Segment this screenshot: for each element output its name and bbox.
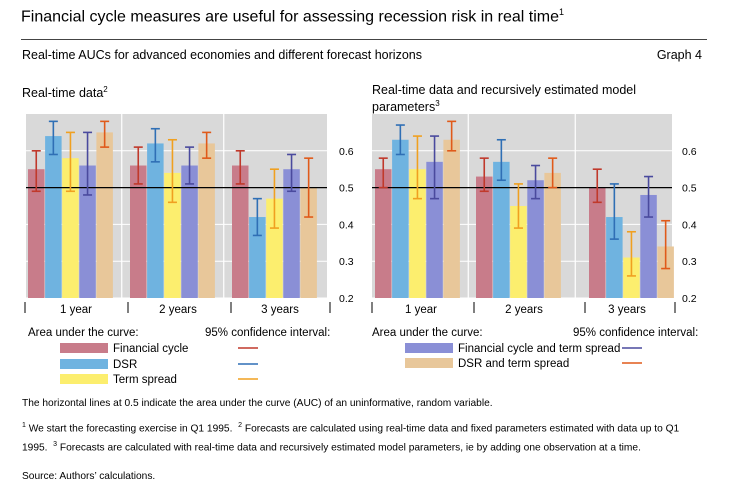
bar-term-spread-1-year	[409, 169, 426, 298]
footnote-3: Forecasts are calculated with real-time …	[59, 442, 641, 454]
bar-financial-cycle-and-term-spread-2-years	[181, 165, 198, 298]
bar-dsr-3-years	[606, 217, 623, 298]
footnote-2: Forecasts are calculated using real-time…	[22, 423, 680, 454]
bar-financial-cycle-and-term-spread-1-year	[79, 165, 96, 298]
source-note: Source: Authors’ calculations.	[22, 471, 156, 482]
left-panel-title: Real-time data2	[22, 83, 108, 100]
graph-title-footnote-mark: 1	[559, 7, 565, 17]
y-tick-label: 0.6	[682, 146, 697, 158]
bar-dsr-and-term-spread-2-years	[198, 143, 215, 298]
graph-title-text: Financial cycle measures are useful for …	[21, 8, 559, 26]
y-tick-label: 0.6	[339, 146, 354, 158]
y-tick-label: 0.4	[682, 219, 697, 231]
graph-number: Graph 4	[656, 48, 702, 62]
bar-dsr-2-years	[147, 143, 164, 298]
footnotes: 1 We start the forecasting exercise in Q…	[22, 418, 712, 457]
bar-dsr-and-term-spread-1-year	[443, 139, 460, 298]
legend-label-dsr-and-term-spread: DSR and term spread	[458, 358, 569, 370]
x-tick-label: 1 year	[60, 304, 92, 316]
bar-dsr-2-years	[493, 161, 510, 298]
y-tick-label: 0.4	[339, 219, 354, 231]
y-tick-label: 0.3	[339, 256, 354, 268]
y-tick-label: 0.2	[339, 293, 354, 305]
footnote-1: We start the forecasting exercise in Q1 …	[28, 423, 233, 435]
bar-financial-cycle-2-years	[476, 176, 493, 298]
bar-financial-cycle-and-term-spread-2-years	[527, 180, 544, 298]
left-panel-title-text: Real-time data	[22, 86, 104, 101]
legend-label-dsr: DSR	[113, 359, 137, 371]
right-panel-title-note: 3	[435, 99, 440, 108]
y-tick-label: 0.3	[682, 256, 697, 268]
y-tick-label: 0.5	[339, 183, 354, 195]
legend-swatch-dsr	[60, 359, 108, 369]
bar-financial-cycle-and-term-spread-3-years	[283, 169, 300, 298]
bar-dsr-and-term-spread-3-years	[657, 246, 674, 298]
x-tick-label: 1 year	[405, 304, 437, 316]
bar-financial-cycle-3-years	[589, 187, 606, 298]
right-panel-title-text: Real-time data and recursively estimated…	[372, 83, 637, 115]
bar-financial-cycle-2-years	[130, 165, 147, 298]
bar-dsr-1-year	[392, 139, 409, 298]
bar-dsr-and-term-spread-2-years	[544, 172, 561, 298]
right-legend-ci-label: 95% confidence interval:	[573, 327, 699, 339]
bar-dsr-and-term-spread-1-year	[96, 132, 113, 298]
left-legend-auc-label: Area under the curve:	[28, 327, 139, 339]
legend-label-term-spread: Term spread	[113, 374, 177, 386]
legend-swatch-term-spread	[60, 374, 108, 384]
legend-label-financial-cycle-and-term-spread: Financial cycle and term spread	[458, 343, 620, 355]
right-panel-title: Real-time data and recursively estimated…	[372, 83, 672, 114]
legend-swatch-financial-cycle	[60, 343, 108, 353]
graph-subtitle: Real-time AUCs for advanced economies an…	[22, 48, 422, 62]
y-tick-label: 0.2	[682, 293, 697, 305]
left-legend-ci-label: 95% confidence interval:	[205, 327, 331, 339]
footnote-3-mark: 3	[53, 441, 58, 449]
bar-term-spread-3-years	[266, 198, 283, 298]
bar-term-spread-2-years	[164, 172, 181, 298]
footnote-2-mark: 2	[238, 422, 242, 429]
x-tick-label: 3 years	[261, 304, 299, 316]
bar-dsr-1-year	[45, 136, 62, 298]
right-legend-auc-label: Area under the curve:	[372, 327, 483, 339]
bar-financial-cycle-and-term-spread-1-year	[426, 161, 443, 298]
x-tick-label: 3 years	[608, 304, 646, 316]
horizontal-line-note: The horizontal lines at 0.5 indicate the…	[22, 398, 493, 409]
graph-title: Financial cycle measures are useful for …	[21, 7, 564, 26]
bar-term-spread-1-year	[62, 158, 79, 298]
footnote-1-mark: 1	[22, 422, 26, 429]
bar-term-spread-2-years	[510, 206, 527, 298]
legend-label-financial-cycle: Financial cycle	[113, 343, 188, 355]
title-rule	[21, 39, 707, 40]
y-tick-label: 0.5	[682, 183, 697, 195]
bar-dsr-3-years	[249, 217, 266, 298]
legend-swatch-financial-cycle-and-term-spread	[405, 343, 453, 353]
bar-financial-cycle-1-year	[28, 169, 45, 298]
x-tick-label: 2 years	[159, 304, 197, 316]
bar-dsr-and-term-spread-3-years	[300, 187, 317, 298]
bar-financial-cycle-and-term-spread-3-years	[640, 194, 657, 298]
bar-financial-cycle-3-years	[232, 165, 249, 298]
bar-term-spread-3-years	[623, 257, 640, 298]
left-panel-title-note: 2	[103, 85, 108, 94]
bar-financial-cycle-1-year	[375, 169, 392, 298]
x-tick-label: 2 years	[505, 304, 543, 316]
legend-swatch-dsr-and-term-spread	[405, 358, 453, 368]
